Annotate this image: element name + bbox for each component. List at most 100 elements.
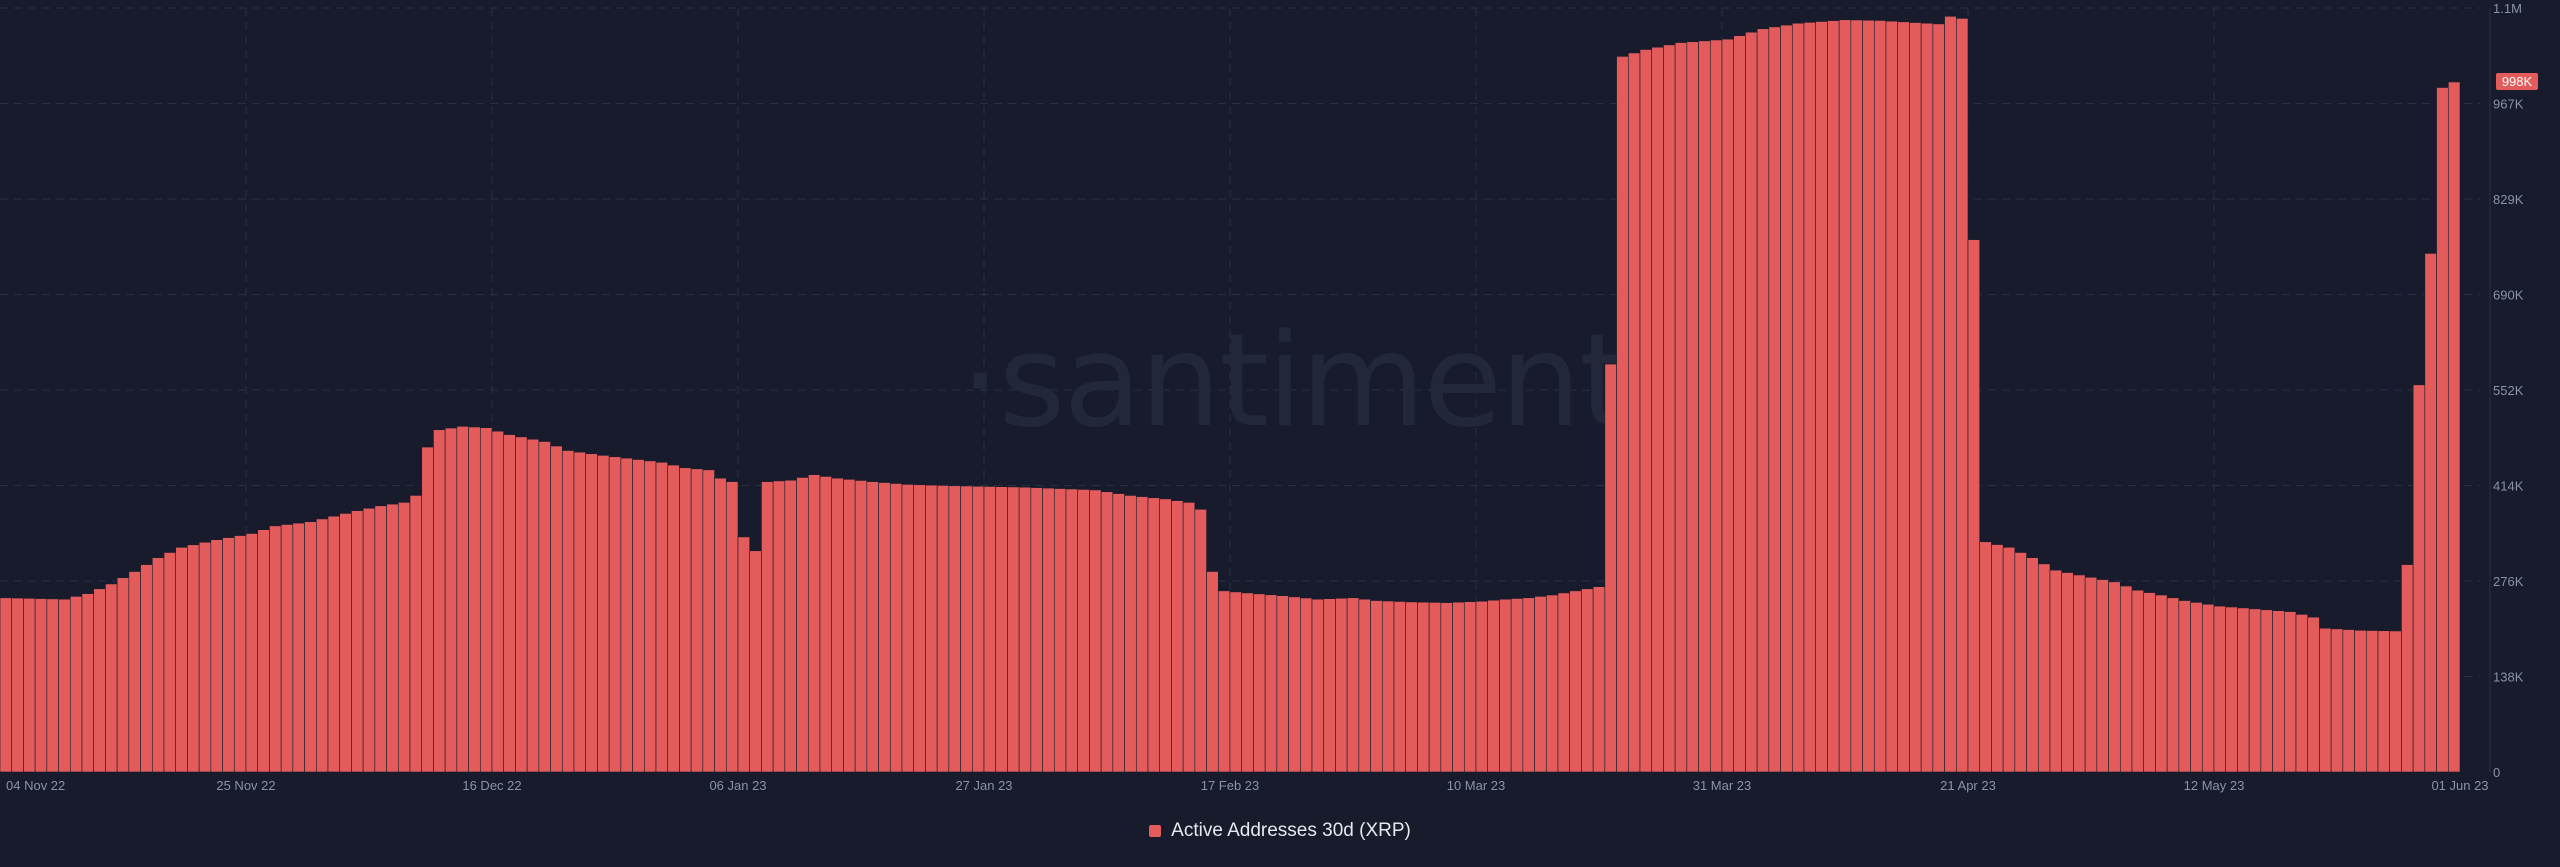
bar[interactable] (58, 598, 71, 773)
bar[interactable] (2131, 589, 2145, 773)
bar[interactable] (843, 479, 856, 773)
bar[interactable] (339, 513, 352, 773)
bar[interactable] (245, 533, 259, 773)
bar[interactable] (1991, 544, 2004, 773)
bar[interactable] (2295, 614, 2309, 773)
bar[interactable] (1370, 600, 1383, 773)
bar[interactable] (1463, 601, 1477, 773)
bar[interactable] (1346, 597, 1360, 773)
bar[interactable] (1663, 44, 1676, 773)
bar[interactable] (679, 467, 692, 773)
bar[interactable] (11, 597, 24, 773)
bar[interactable] (233, 535, 247, 773)
bar[interactable] (1545, 594, 1559, 773)
bar[interactable] (1042, 487, 1055, 773)
bar[interactable] (1932, 23, 1945, 773)
bar[interactable] (1007, 486, 1020, 773)
bar[interactable] (1768, 26, 1781, 773)
bar[interactable] (971, 485, 985, 773)
bar[interactable] (1721, 38, 1735, 773)
bar[interactable] (421, 446, 434, 773)
bar[interactable] (2026, 557, 2039, 773)
bar[interactable] (1452, 601, 1465, 773)
bar[interactable] (2166, 597, 2180, 773)
bar[interactable] (807, 474, 821, 773)
bar[interactable] (1475, 600, 1489, 773)
bar[interactable] (2237, 607, 2250, 773)
bar[interactable] (573, 451, 587, 773)
bar[interactable] (1756, 28, 1770, 773)
bar[interactable] (81, 593, 95, 773)
bar[interactable] (889, 483, 903, 773)
bar[interactable] (1651, 46, 1664, 773)
bar[interactable] (1909, 22, 1922, 773)
bar[interactable] (351, 510, 364, 773)
bar[interactable] (1733, 35, 1746, 773)
bar[interactable] (2377, 630, 2391, 773)
bar[interactable] (1885, 20, 1899, 773)
bar[interactable] (1827, 20, 1840, 773)
bar[interactable] (362, 507, 376, 773)
bar[interactable] (2401, 564, 2414, 773)
bar[interactable] (386, 503, 399, 773)
bar[interactable] (1592, 586, 1606, 773)
bar[interactable] (2190, 602, 2203, 773)
bar[interactable] (831, 477, 844, 773)
bar[interactable] (2248, 608, 2262, 773)
bar[interactable] (1276, 595, 1289, 773)
bar[interactable] (690, 468, 704, 773)
bar[interactable] (948, 485, 961, 773)
bar[interactable] (1077, 489, 1090, 773)
bar[interactable] (1147, 497, 1161, 773)
bar[interactable] (1159, 498, 1172, 773)
bar[interactable] (1850, 19, 1863, 773)
bar[interactable] (1838, 19, 1852, 773)
bar[interactable] (1581, 588, 1594, 773)
bar[interactable] (655, 461, 669, 773)
bar[interactable] (526, 438, 540, 773)
bar[interactable] (2389, 630, 2402, 773)
bar[interactable] (1182, 502, 1196, 773)
bar[interactable] (725, 481, 739, 773)
bar[interactable] (1065, 488, 1079, 773)
bar[interactable] (1417, 601, 1430, 773)
bar[interactable] (2342, 629, 2355, 773)
bar[interactable] (2412, 384, 2426, 773)
bar[interactable] (1405, 601, 1418, 773)
bar[interactable] (772, 480, 786, 773)
bar[interactable] (714, 477, 727, 773)
bar[interactable] (2424, 253, 2437, 773)
bar[interactable] (1745, 31, 1758, 773)
bar[interactable] (983, 486, 997, 773)
bar[interactable] (2447, 81, 2461, 773)
bar[interactable] (1791, 22, 1805, 773)
bar[interactable] (737, 536, 751, 773)
bar[interactable] (1393, 601, 1407, 773)
bar[interactable] (105, 583, 118, 773)
bar[interactable] (1135, 496, 1149, 773)
bar[interactable] (2272, 610, 2285, 773)
bar[interactable] (643, 460, 657, 773)
bar[interactable] (69, 596, 83, 773)
bar[interactable] (1709, 39, 1723, 773)
bar[interactable] (444, 427, 458, 773)
bar[interactable] (960, 485, 973, 773)
bar[interactable] (2201, 603, 2215, 773)
bar[interactable] (995, 486, 1008, 773)
bar[interactable] (1979, 541, 1992, 773)
bar[interactable] (2213, 605, 2227, 773)
bar[interactable] (1440, 602, 1453, 773)
bar[interactable] (2178, 600, 2191, 773)
bar[interactable] (1604, 363, 1617, 773)
bar[interactable] (749, 550, 762, 773)
bar[interactable] (93, 588, 106, 773)
bar[interactable] (2260, 609, 2273, 773)
bar[interactable] (1557, 592, 1571, 773)
bar[interactable] (1522, 597, 1535, 773)
bar[interactable] (2307, 616, 2320, 773)
bar[interactable] (667, 464, 680, 773)
bar[interactable] (409, 495, 423, 773)
bar[interactable] (1229, 591, 1243, 773)
bar[interactable] (1428, 602, 1442, 773)
bar[interactable] (1897, 21, 1910, 773)
